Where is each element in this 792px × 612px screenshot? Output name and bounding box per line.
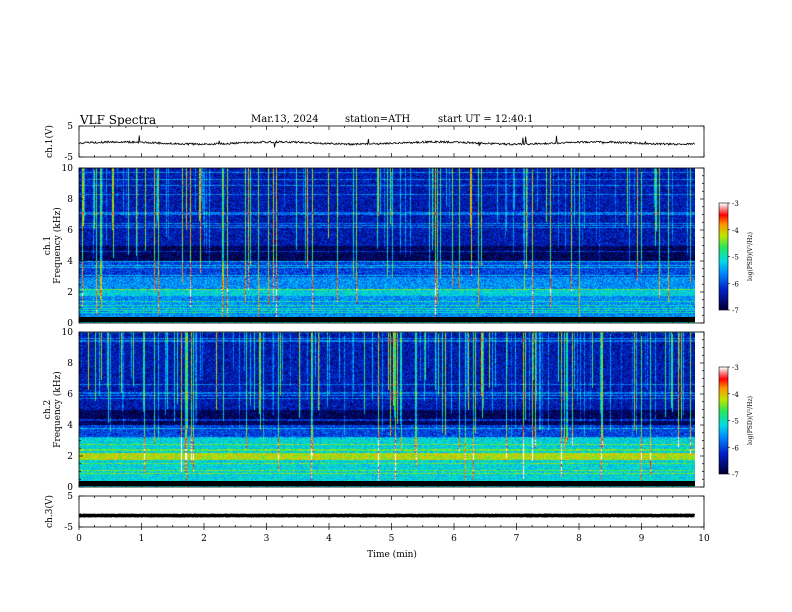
spectrogram-images	[79, 168, 728, 487]
y-axis-channel-label: ch.1	[43, 236, 53, 255]
colorbar-label: log(PSD)(V²/Hz)	[747, 396, 754, 445]
colorbar-label: log(PSD)(V²/Hz)	[747, 232, 754, 281]
colorbar	[719, 367, 728, 474]
y-tick-label: 2	[67, 452, 73, 462]
x-tick-label: 4	[326, 534, 332, 544]
panel-frame	[78, 495, 705, 528]
colorbar-tick-label: -5	[732, 418, 739, 426]
axes-frames	[78, 125, 730, 530]
y-tick-label: 0	[67, 483, 73, 493]
spectrogram-baseline-band	[79, 317, 695, 322]
spectrogram-ch.1	[79, 168, 695, 323]
x-axis-label: Time (min)	[367, 549, 417, 560]
y-tick-label: -5	[64, 153, 73, 163]
x-tick-label: 10	[698, 534, 710, 544]
y-tick-label: 10	[62, 328, 74, 338]
colorbar-tick-label: -3	[732, 364, 739, 372]
x-tick-label: 8	[576, 534, 582, 544]
station-label: station=ATH	[345, 114, 411, 125]
colorbar-tick-label: -4	[732, 227, 739, 235]
ch1-trace	[78, 135, 695, 148]
y-tick-label: 8	[67, 359, 73, 369]
y-tick-label: 5	[67, 492, 73, 502]
x-tick-label: 5	[389, 534, 395, 544]
spectrogram-baseline-band	[79, 481, 695, 486]
y-tick-label: 8	[67, 195, 73, 205]
x-tick-label: 2	[201, 534, 207, 544]
x-tick-label: 6	[451, 534, 457, 544]
spectrogram-ch.2	[79, 332, 695, 487]
colorbar-tick-label: -7	[732, 307, 739, 315]
y-tick-label: 6	[67, 226, 73, 236]
colorbar-tick-label: -7	[732, 471, 739, 479]
y-tick-label: 2	[67, 288, 73, 298]
y-tick-label: 4	[67, 257, 73, 267]
colorbar-tick-label: -6	[732, 444, 739, 452]
colorbar-tick-label: -3	[732, 200, 739, 208]
y-axis-channel-label: ch.2	[43, 400, 53, 419]
figure-title: VLF Spectra	[80, 113, 157, 127]
y-axis-label: Frequency (kHz)	[52, 207, 63, 284]
y-tick-label: 10	[62, 164, 74, 174]
y-tick-label: 6	[67, 390, 73, 400]
x-tick-label: 9	[639, 534, 645, 544]
colorbar	[719, 203, 728, 310]
x-tick-label: 0	[76, 534, 82, 544]
y-axis-label: ch.3(V)	[44, 495, 55, 528]
colorbar-tick-label: -4	[732, 391, 739, 399]
colorbar-tick-label: -5	[732, 254, 739, 262]
y-tick-label: 5	[67, 122, 73, 132]
y-axis-label: Frequency (kHz)	[52, 371, 63, 448]
x-tick-label: 3	[264, 534, 270, 544]
start-time-label: start UT = 12:40:1	[438, 114, 534, 125]
waveform-traces	[78, 135, 696, 518]
y-tick-label: -5	[64, 523, 73, 533]
y-axis-label: ch.1(V)	[44, 125, 55, 158]
x-tick-label: 1	[139, 534, 145, 544]
y-tick-label: 4	[67, 421, 73, 431]
y-tick-label: 0	[67, 319, 73, 329]
x-tick-label: 7	[514, 534, 520, 544]
date-label: Mar.13, 2024	[251, 114, 319, 125]
colorbar-tick-label: -6	[732, 280, 739, 288]
